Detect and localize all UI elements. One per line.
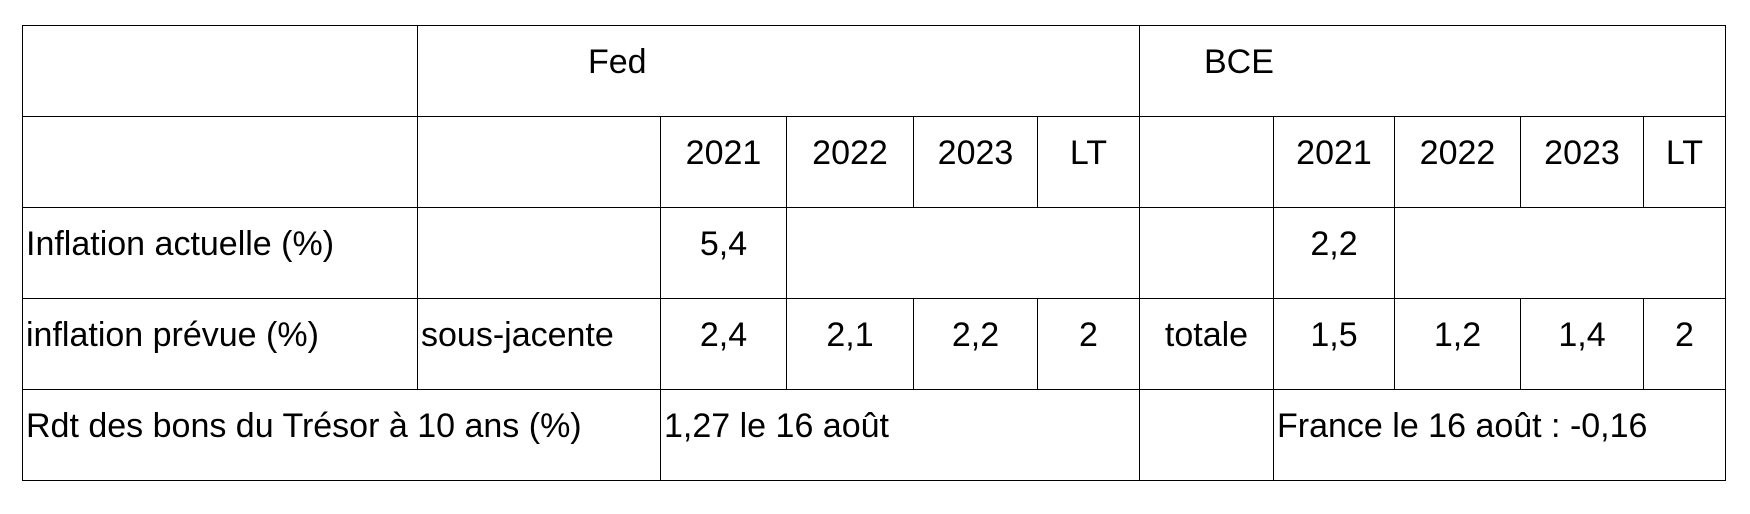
empty-cell <box>1139 207 1274 299</box>
value-cell: 2,2 <box>913 298 1038 390</box>
group-header: BCE <box>1138 25 1727 117</box>
header-row: Fed BCE <box>22 25 1727 117</box>
value-cell: 2 <box>1642 298 1727 390</box>
value-cell: 1,4 <box>1520 298 1644 390</box>
value-cell: 2,2 <box>1273 207 1395 299</box>
row-label: Inflation actuelle (%) <box>22 207 418 299</box>
empty-cell <box>417 116 661 208</box>
empty-cell <box>22 25 418 117</box>
sub-label: totale <box>1139 298 1274 390</box>
value-cell: 1,2 <box>1394 298 1521 390</box>
group-header: Fed <box>417 25 1140 117</box>
year-cell: 2022 <box>1394 116 1521 208</box>
row-label: inflation prévue (%) <box>22 298 418 390</box>
year-cell: LT <box>1037 116 1140 208</box>
value-cell: 1,5 <box>1273 298 1395 390</box>
value-cell: France le 16 août : -0,16 <box>1272 389 1727 481</box>
year-cell: 2023 <box>1520 116 1644 208</box>
value-cell: 2 <box>1037 298 1140 390</box>
year-cell: 2022 <box>786 116 914 208</box>
year-cell: 2021 <box>1273 116 1395 208</box>
sub-label: sous-jacente <box>417 298 661 390</box>
value-cell: 1,27 le 16 août <box>660 389 1140 481</box>
value-cell: 5,4 <box>660 207 787 299</box>
empty-cell <box>1393 207 1727 299</box>
value-cell: 2,1 <box>786 298 914 390</box>
row-label: Rdt des bons du Trésor à 10 ans (%) <box>22 389 661 481</box>
empty-cell <box>1139 116 1274 208</box>
data-row: Rdt des bons du Trésor à 10 ans (%) 1,27… <box>22 389 1727 481</box>
year-row: 2021 2022 2023 LT 2021 2022 2023 LT <box>22 116 1727 208</box>
value-cell: 2,4 <box>660 298 787 390</box>
empty-cell <box>22 116 418 208</box>
empty-cell <box>786 207 1140 299</box>
empty-cell <box>1139 389 1274 481</box>
data-row: inflation prévue (%) sous-jacente 2,4 2,… <box>22 298 1727 390</box>
year-cell: LT <box>1642 116 1727 208</box>
data-row: Inflation actuelle (%) 5,4 2,2 <box>22 207 1727 299</box>
year-cell: 2023 <box>913 116 1038 208</box>
data-table: Fed BCE 2021 2022 2023 LT 2021 2022 2023… <box>22 25 1727 481</box>
year-cell: 2021 <box>660 116 787 208</box>
empty-cell <box>417 207 661 299</box>
